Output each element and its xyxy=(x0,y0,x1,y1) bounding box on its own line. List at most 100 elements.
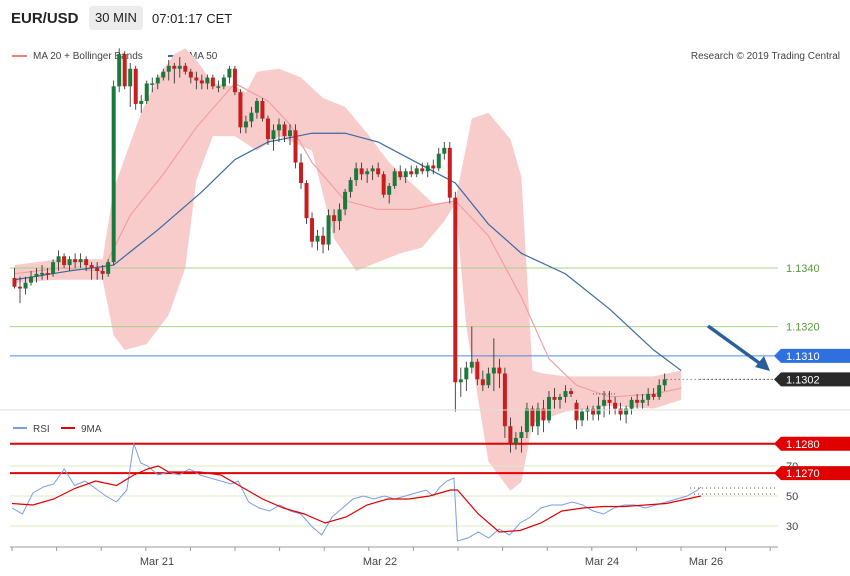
candle xyxy=(194,71,199,90)
level-label-1-1280-bg xyxy=(774,436,850,451)
candle-body xyxy=(56,256,61,263)
candle xyxy=(420,162,425,175)
candle xyxy=(359,162,364,181)
candle-body xyxy=(370,168,375,172)
candle-body xyxy=(640,399,645,403)
timeframe-button[interactable]: 30 MIN xyxy=(89,6,143,30)
candle-body xyxy=(403,171,408,178)
rsi-tick-30: 30 xyxy=(786,521,798,533)
candle xyxy=(183,62,188,75)
candle xyxy=(640,393,645,409)
candle-body xyxy=(447,147,452,198)
candle xyxy=(403,168,408,184)
candle xyxy=(310,212,315,248)
candle-body xyxy=(607,399,612,403)
x-label-3: Mar 26 xyxy=(689,556,723,568)
candle-body xyxy=(155,77,160,84)
candle xyxy=(117,48,122,93)
candle xyxy=(343,188,348,216)
candle xyxy=(613,396,618,415)
candle xyxy=(166,59,171,81)
candle xyxy=(326,209,331,251)
candle xyxy=(293,124,298,169)
candle-body xyxy=(210,77,215,87)
candle xyxy=(199,74,204,90)
level-label-1-1340: 1.1340 xyxy=(786,263,820,275)
candle-body xyxy=(387,185,392,195)
candle-body xyxy=(546,396,551,421)
candle-body xyxy=(497,367,502,374)
candle xyxy=(376,162,381,178)
candle xyxy=(480,370,485,392)
candle xyxy=(299,153,304,189)
candle xyxy=(95,262,100,280)
candle xyxy=(569,388,574,397)
candle xyxy=(188,68,193,84)
candle-body xyxy=(436,153,441,169)
candle xyxy=(210,74,215,90)
candle-body xyxy=(227,68,232,78)
candle xyxy=(238,89,243,134)
candle-body xyxy=(304,183,309,219)
candle xyxy=(354,162,359,186)
candle-body xyxy=(144,83,149,101)
candle xyxy=(73,253,78,268)
candle-body xyxy=(310,218,315,242)
candle-body xyxy=(51,262,56,274)
candle xyxy=(216,80,221,93)
candle-body xyxy=(243,121,248,128)
candle-body xyxy=(530,408,535,427)
candle xyxy=(243,115,248,134)
candle xyxy=(89,262,94,280)
candle xyxy=(574,399,579,430)
candle-body xyxy=(238,92,243,128)
candle-body xyxy=(646,393,651,400)
candle-body xyxy=(580,411,585,421)
candle-body xyxy=(84,259,89,266)
candle xyxy=(491,338,496,392)
candle xyxy=(431,159,436,175)
candle xyxy=(464,361,469,392)
level-label-1-1310-bg xyxy=(774,348,850,363)
candle-body xyxy=(205,77,210,84)
candle xyxy=(436,147,441,172)
candle xyxy=(177,57,182,78)
candle xyxy=(18,276,23,304)
candle xyxy=(563,385,568,403)
candle xyxy=(657,379,662,400)
candle-body xyxy=(629,399,634,409)
candle-body xyxy=(100,270,105,274)
candle-body xyxy=(651,393,656,397)
candle-body xyxy=(657,385,662,397)
candle xyxy=(51,259,56,277)
candle-body xyxy=(618,408,623,415)
candle-body xyxy=(365,171,370,175)
level-label-1-1310: 1.1310 xyxy=(786,351,820,363)
candle xyxy=(12,268,17,289)
candle xyxy=(646,388,651,406)
candle-body xyxy=(354,168,359,181)
candle-body xyxy=(486,373,491,386)
candle xyxy=(122,51,127,90)
level-label-1-1270-bg xyxy=(774,466,850,481)
candle xyxy=(508,417,513,453)
candle xyxy=(469,326,474,374)
candle xyxy=(552,388,557,409)
candle xyxy=(541,399,546,433)
candle xyxy=(260,98,265,122)
candle-body xyxy=(78,259,83,263)
candle xyxy=(635,393,640,409)
candle-body xyxy=(293,130,298,163)
candle xyxy=(56,250,61,271)
candle-body xyxy=(624,408,629,415)
candle-body xyxy=(541,408,546,421)
candle xyxy=(591,405,596,421)
candle-body xyxy=(381,174,386,195)
candle xyxy=(370,165,375,181)
candle-body xyxy=(513,437,518,444)
candle-body xyxy=(62,256,67,266)
price-panel: 1.1340 1.1320 1.1310 1.1302 1.1280 1.1270 xyxy=(10,48,850,491)
candle xyxy=(155,74,160,90)
candle xyxy=(161,68,166,81)
candle xyxy=(23,276,28,295)
